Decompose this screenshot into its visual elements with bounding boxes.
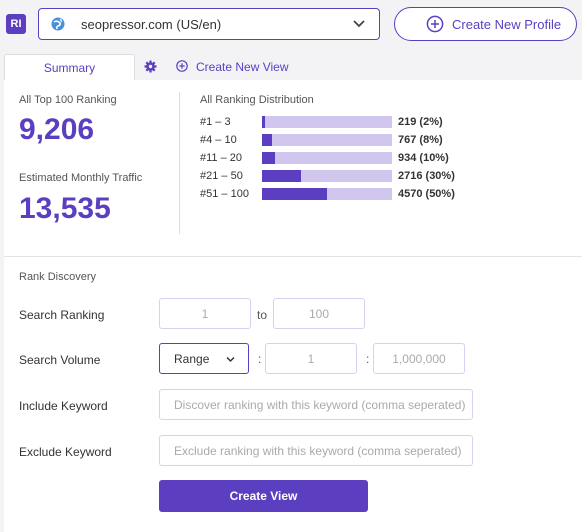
plus-circle-icon <box>426 15 444 33</box>
distribution-range: #1 – 3 <box>200 116 231 128</box>
distribution-range: #21 – 50 <box>200 170 243 182</box>
tab-summary-label: Summary <box>43 61 96 75</box>
distribution-row: #11 – 20 934 (10%) <box>200 152 470 164</box>
distribution-value: 2716 (30%) <box>398 170 455 182</box>
distribution-value: 934 (10%) <box>398 152 449 164</box>
globe-icon <box>51 17 65 31</box>
gear-icon[interactable] <box>144 60 157 73</box>
search-volume-label: Search Volume <box>19 353 101 367</box>
top-bar: RI seopressor.com (US/en) Create New Pro… <box>0 0 582 50</box>
to-label: to <box>257 308 268 322</box>
tab-summary[interactable]: Summary <box>4 54 135 80</box>
exclude-keyword-input[interactable]: Exclude ranking with this keyword (comma… <box>159 435 473 466</box>
search-ranking-label: Search Ranking <box>19 308 105 322</box>
rank-discovery-title: Rank Discovery <box>19 271 97 283</box>
distribution-range: #4 – 10 <box>200 134 237 146</box>
create-new-profile-label: Create New Profile <box>452 17 562 32</box>
stats-divider <box>179 92 180 234</box>
monthly-traffic-value: 13,535 <box>19 192 111 225</box>
monthly-traffic-label: Estimated Monthly Traffic <box>19 172 143 184</box>
tab-create-new-view-label: Create New View <box>196 60 289 74</box>
distribution-row: #1 – 3 219 (2%) <box>200 116 470 128</box>
distribution-bar-fill <box>262 116 265 128</box>
volume-colon: : <box>366 352 370 366</box>
top100-ranking-label: All Top 100 Ranking <box>19 94 117 106</box>
distribution-bar-track <box>262 170 392 182</box>
plus-circle-icon <box>176 60 188 72</box>
distribution-bar-fill <box>262 188 327 200</box>
top100-ranking-value: 9,206 <box>19 113 95 146</box>
volume-mode-select[interactable]: Range <box>159 343 249 374</box>
volume-colon: : <box>258 352 262 366</box>
distribution-bar-track <box>262 116 392 128</box>
include-keyword-input[interactable]: Discover ranking with this keyword (comm… <box>159 389 473 420</box>
create-new-profile-button[interactable]: Create New Profile <box>394 7 577 41</box>
section-divider <box>4 256 582 257</box>
distribution-row: #4 – 10 767 (8%) <box>200 134 470 146</box>
distribution-title: All Ranking Distribution <box>200 94 314 106</box>
distribution-row: #21 – 50 2716 (30%) <box>200 170 470 182</box>
distribution-bar-fill <box>262 134 273 146</box>
distribution-value: 219 (2%) <box>398 116 443 128</box>
volume-min-input[interactable]: 1 <box>265 343 357 374</box>
domain-profile-select[interactable]: seopressor.com (US/en) <box>38 8 380 40</box>
distribution-value: 767 (8%) <box>398 134 443 146</box>
chevron-down-icon <box>226 356 235 363</box>
distribution-bar-track <box>262 134 392 146</box>
rank-to-input[interactable]: 100 <box>273 298 365 329</box>
chevron-down-icon <box>353 20 365 28</box>
distribution-bar-track <box>262 188 392 200</box>
exclude-keyword-label: Exclude Keyword <box>19 445 112 459</box>
distribution-range: #11 – 20 <box>200 152 243 164</box>
create-view-button[interactable]: Create View <box>159 480 368 512</box>
distribution-value: 4570 (50%) <box>398 188 455 200</box>
distribution-bar-fill <box>262 152 275 164</box>
distribution-range: #51 – 100 <box>200 188 249 200</box>
include-keyword-label: Include Keyword <box>19 399 108 413</box>
distribution-row: #51 – 100 4570 (50%) <box>200 188 470 200</box>
app-logo-badge: RI <box>6 14 26 34</box>
distribution-bar-fill <box>262 170 301 182</box>
volume-max-input[interactable]: 1,000,000 <box>373 343 465 374</box>
domain-select-value: seopressor.com (US/en) <box>81 17 222 32</box>
view-tabs: Summary Create New View <box>0 54 582 80</box>
rank-from-input[interactable]: 1 <box>159 298 251 329</box>
volume-mode-value: Range <box>174 352 210 366</box>
distribution-bar-track <box>262 152 392 164</box>
